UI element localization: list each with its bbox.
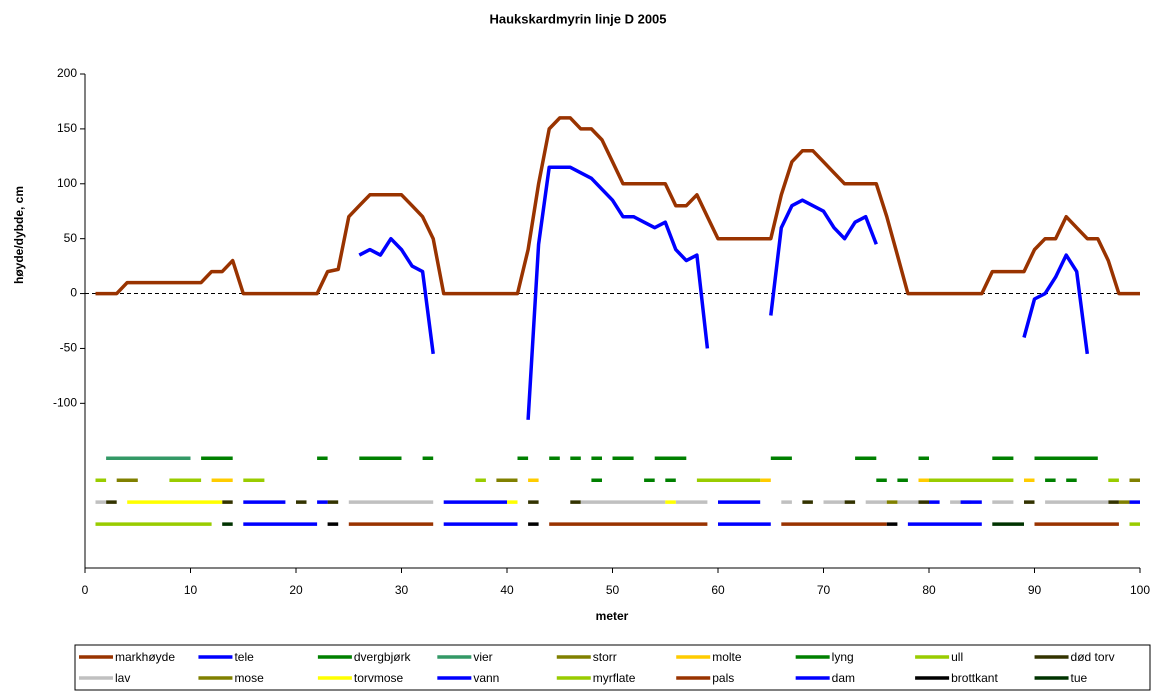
series-line xyxy=(358,165,1090,420)
legend-label: lyng xyxy=(832,650,854,664)
legend-label: brottkant xyxy=(951,671,998,685)
x-tick-label: 20 xyxy=(289,583,303,597)
chart-title: Haukskardmyrin linje D 2005 xyxy=(489,11,666,26)
y-tick-label: 50 xyxy=(64,231,78,245)
y-tick-label: -100 xyxy=(53,396,77,410)
legend-label: markhøyde xyxy=(115,650,175,664)
legend-label: tele xyxy=(234,650,254,664)
legend-label: død torv xyxy=(1071,650,1115,664)
x-axis-label: meter xyxy=(596,609,629,623)
x-tick-label: 50 xyxy=(606,583,620,597)
legend-label: mose xyxy=(234,671,264,685)
x-tick-label: 90 xyxy=(1028,583,1042,597)
y-tick-label: 150 xyxy=(57,121,77,135)
series-line xyxy=(95,116,1140,296)
legend-label: pals xyxy=(712,671,734,685)
y-tick-label: 200 xyxy=(57,66,77,80)
x-tick-label: 30 xyxy=(395,583,409,597)
y-tick-label: 0 xyxy=(70,286,77,300)
legend-label: dvergbjørk xyxy=(354,650,412,664)
x-tick-label: 10 xyxy=(184,583,198,597)
x-tick-label: 40 xyxy=(500,583,514,597)
legend-label: tue xyxy=(1071,671,1088,685)
legend-label: ull xyxy=(951,650,963,664)
legend-label: molte xyxy=(712,650,742,664)
legend-label: myrflate xyxy=(593,671,636,685)
x-tick-label: 100 xyxy=(1130,583,1150,597)
y-tick-label: 100 xyxy=(57,176,77,190)
legend-label: storr xyxy=(593,650,617,664)
legend-label: torvmose xyxy=(354,671,404,685)
legend-label: vier xyxy=(473,650,492,664)
x-tick-label: 80 xyxy=(922,583,936,597)
x-tick-label: 70 xyxy=(817,583,831,597)
x-tick-label: 0 xyxy=(82,583,89,597)
x-tick-label: 60 xyxy=(711,583,725,597)
y-tick-label: -50 xyxy=(60,341,78,355)
y-axis-label: høyde/dybde, cm xyxy=(12,186,26,284)
legend-label: dam xyxy=(832,671,855,685)
legend-label: lav xyxy=(115,671,130,685)
legend-label: vann xyxy=(473,671,499,685)
legend-box xyxy=(74,644,1151,691)
